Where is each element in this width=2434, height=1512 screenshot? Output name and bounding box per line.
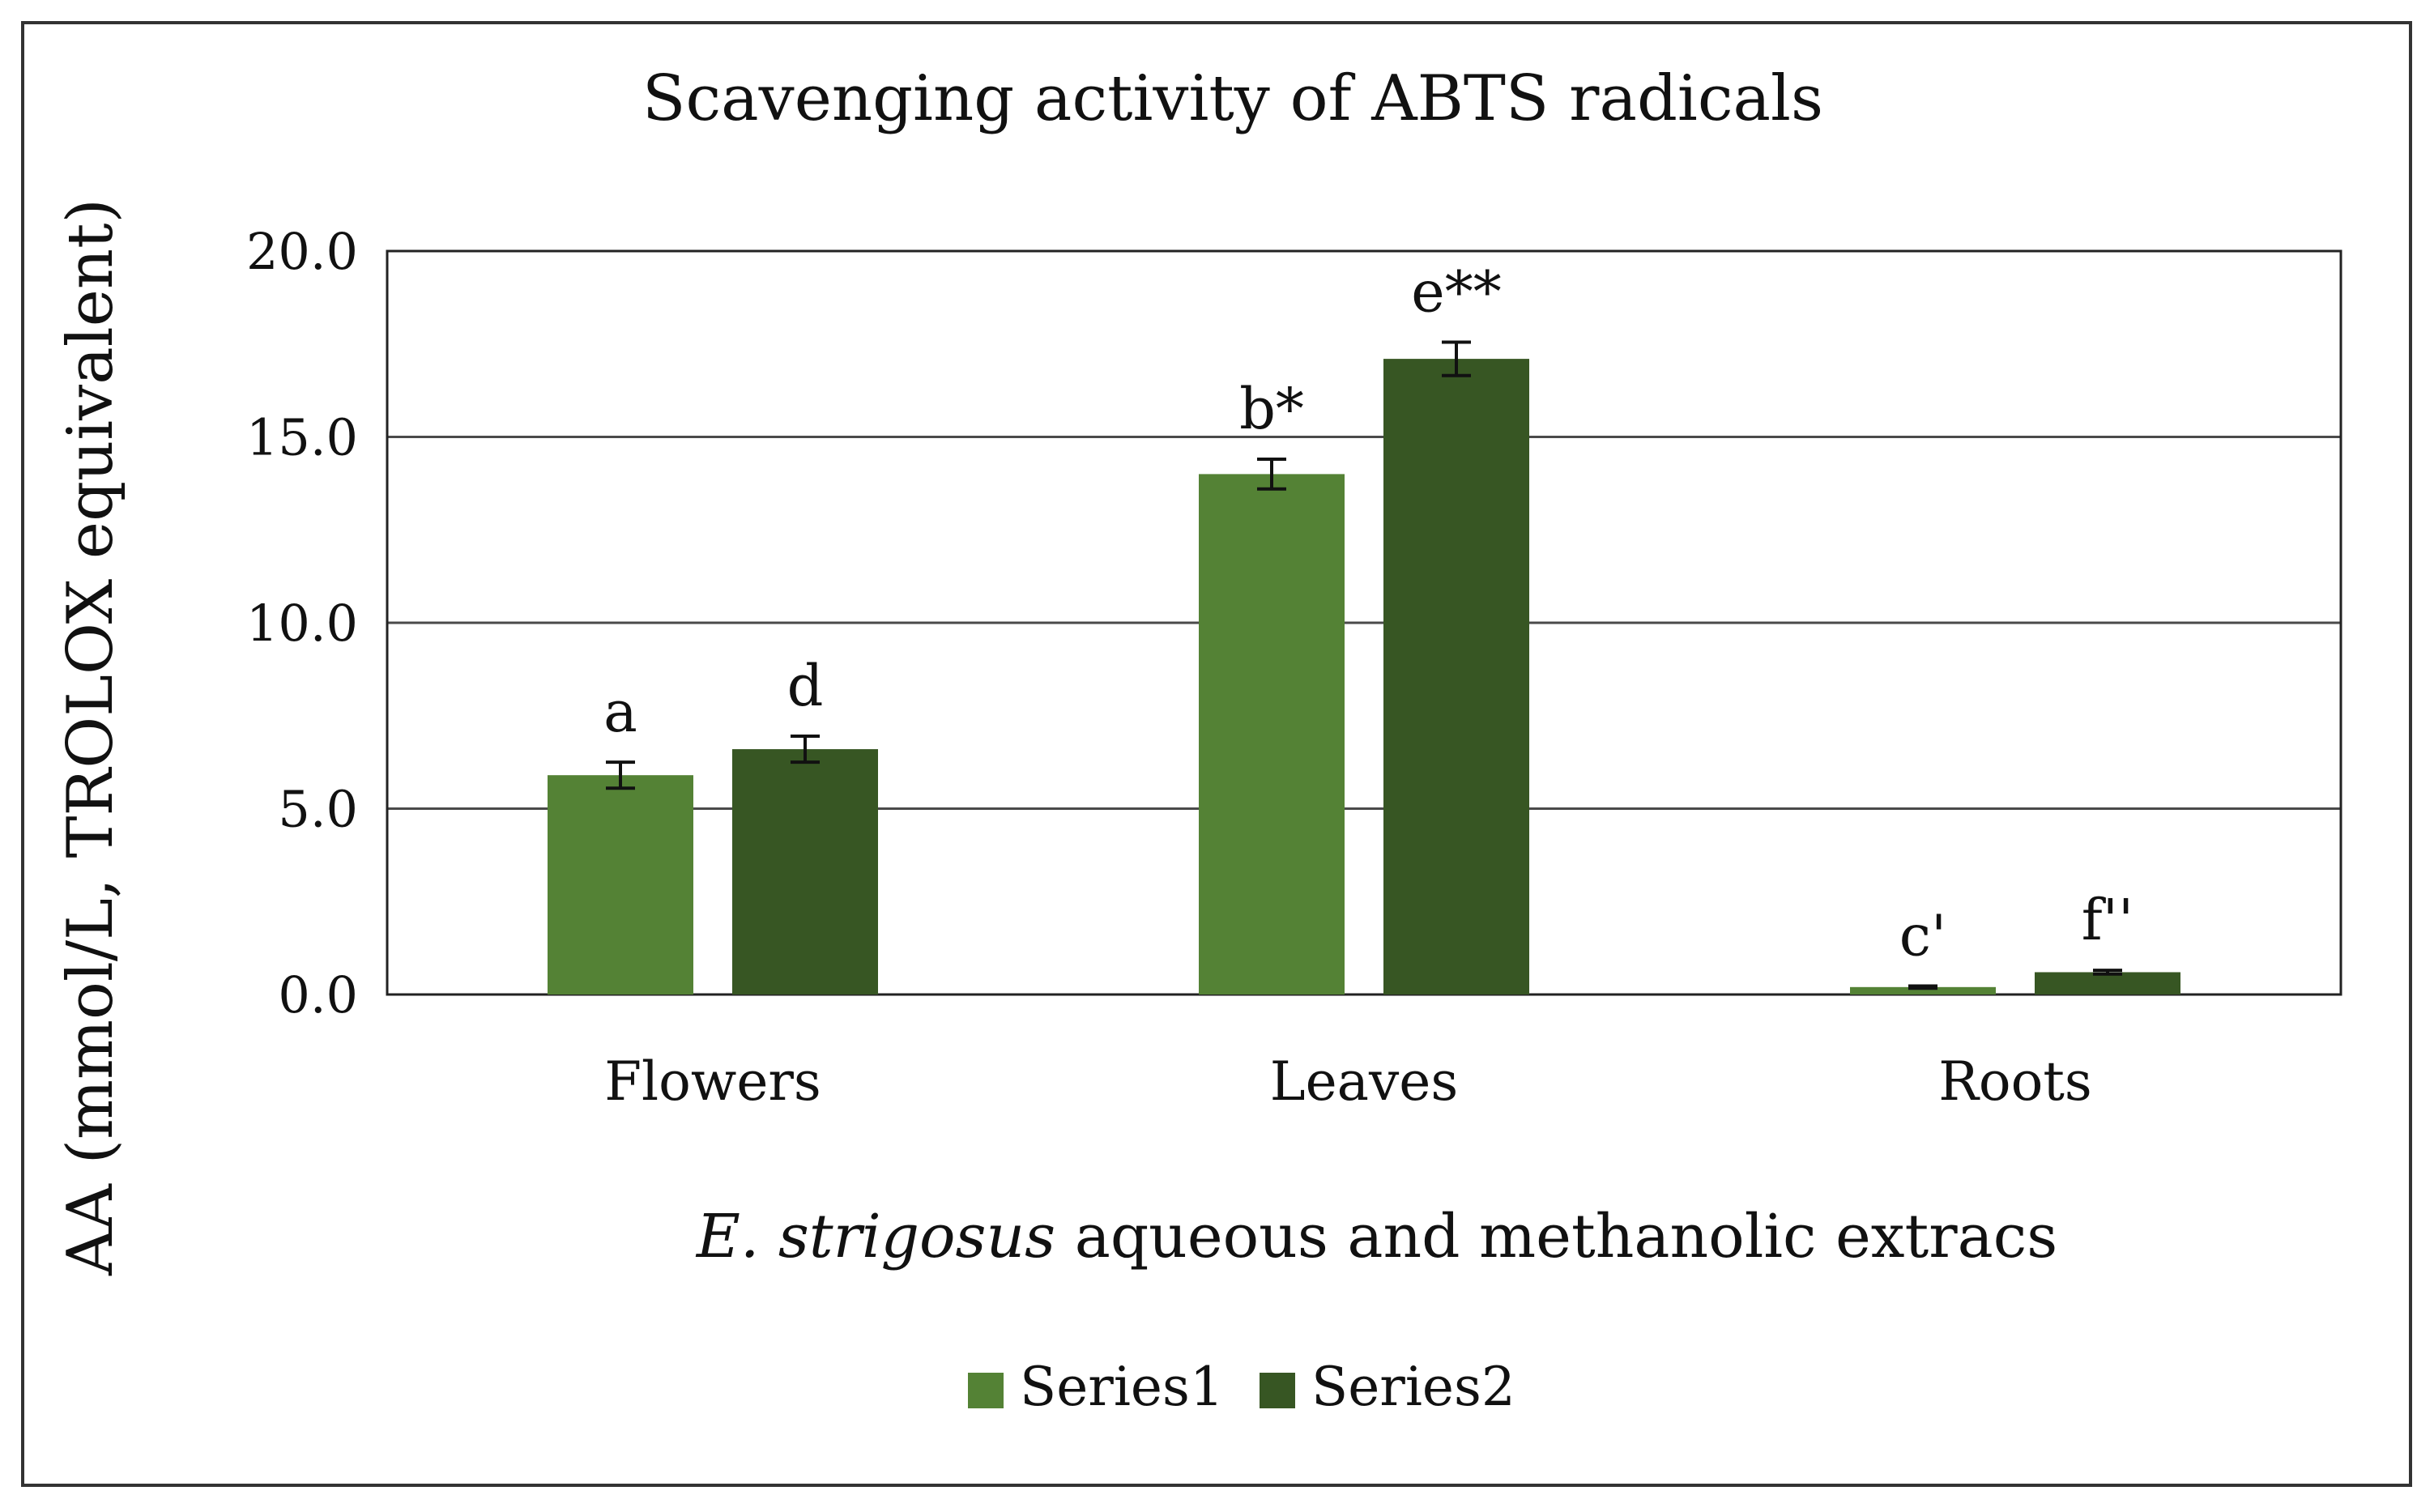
- error-bar-series2-flowers: [791, 734, 820, 765]
- legend-label-series2: Series2: [1311, 1356, 1515, 1418]
- bar-series2-leaves: [1383, 359, 1529, 995]
- error-bar-series2-roots: [2093, 969, 2122, 976]
- x-axis-label-rest: aqueous and methanolic extracs: [1055, 1202, 2057, 1271]
- annotation-series1-leaves: b*: [1239, 376, 1304, 442]
- annotation-series1-flowers: a: [603, 679, 637, 745]
- error-bar-series1-flowers: [606, 760, 635, 790]
- y-tick-labels: 0.0 5.0 10.0 15.0 20.0: [246, 222, 358, 1024]
- gridlines: [387, 436, 2341, 810]
- bar-series1-leaves: [1199, 474, 1345, 995]
- bar-series1-flowers: [548, 775, 693, 995]
- annotation-series2-roots: f'': [2082, 887, 2133, 953]
- x-axis-label: E. strigosus aqueous and methanolic extr…: [695, 1202, 2057, 1271]
- x-axis-label-italic: E. strigosus: [695, 1202, 1055, 1271]
- legend: Series1 Series2: [968, 1356, 1515, 1418]
- bar-series2-roots: [2035, 972, 2180, 995]
- legend-swatch-series2: [1260, 1373, 1295, 1408]
- y-tick-label-3: 15.0: [246, 408, 358, 467]
- x-tick-label-leaves: Leaves: [1270, 1050, 1458, 1113]
- y-tick-label-4: 20.0: [246, 222, 358, 281]
- y-tick-label-1: 5.0: [278, 780, 358, 839]
- y-tick-label-0: 0.0: [278, 965, 358, 1024]
- legend-item-series2: Series2: [1260, 1356, 1515, 1418]
- significance-labels: a d b* e** c' f'': [603, 258, 2133, 969]
- annotation-series2-leaves: e**: [1411, 258, 1501, 325]
- y-axis-label: AA (mmol/L, TROLOX equivalent): [54, 198, 127, 1276]
- bar-series1-roots: [1850, 986, 1996, 995]
- x-tick-labels: Flowers Leaves Roots: [604, 1050, 2092, 1113]
- legend-item-series1: Series1: [968, 1356, 1224, 1418]
- plot-area-border: [386, 249, 2342, 996]
- bars: [548, 359, 2180, 995]
- x-tick-label-roots: Roots: [1938, 1050, 2092, 1113]
- bar-series2-flowers: [732, 749, 878, 995]
- error-bars: [606, 340, 2122, 990]
- error-bar-series1-leaves: [1257, 458, 1286, 491]
- x-tick-label-flowers: Flowers: [604, 1050, 821, 1113]
- y-tick-label-2: 10.0: [246, 594, 358, 653]
- chart-title: Scavenging activity of ABTS radicals: [642, 62, 1823, 135]
- annotation-series1-roots: c': [1899, 902, 1946, 969]
- error-bar-series1-roots: [1908, 984, 1937, 990]
- legend-swatch-series1: [968, 1373, 1004, 1408]
- annotation-series2-flowers: d: [787, 653, 824, 719]
- error-bar-series2-leaves: [1442, 340, 1471, 377]
- legend-label-series1: Series1: [1020, 1356, 1224, 1418]
